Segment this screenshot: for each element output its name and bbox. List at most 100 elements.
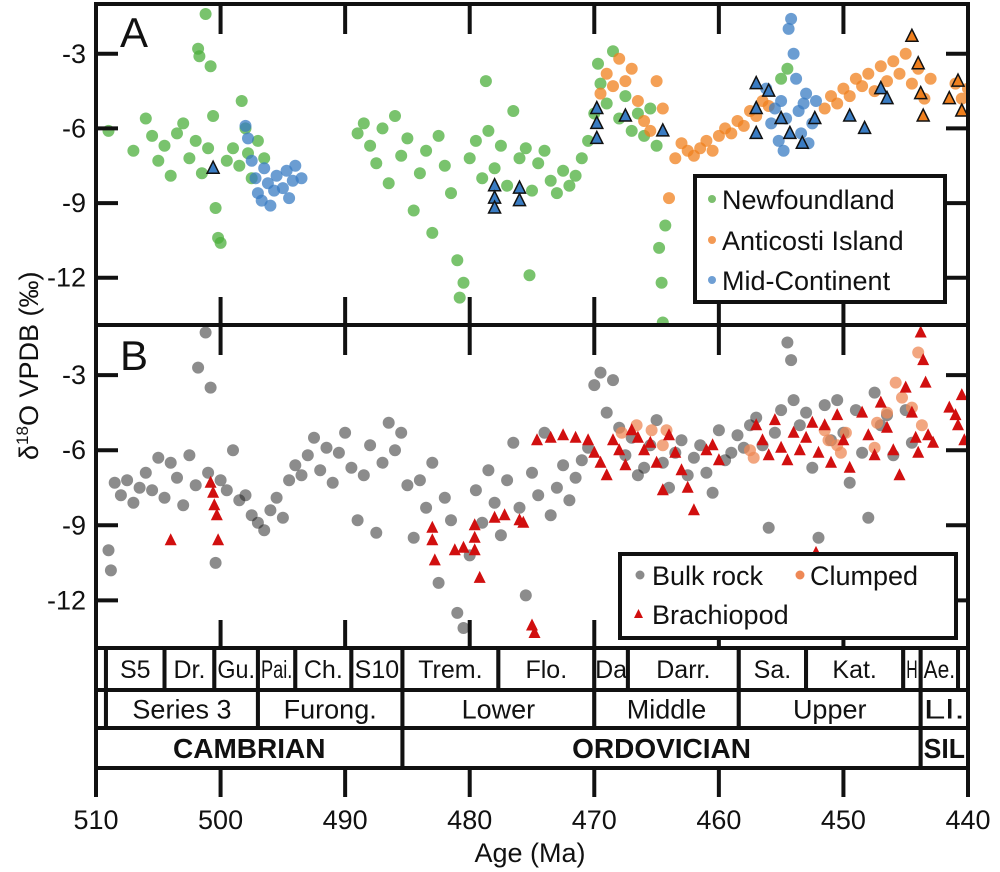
point-bulk-rock [831, 394, 844, 407]
point-bulk-rock [775, 404, 788, 417]
point-bulk-rock [413, 474, 426, 487]
point-newfoundland [451, 254, 464, 267]
point-anticosti-island [638, 115, 651, 127]
point-anticosti-island [737, 119, 750, 132]
point-bulk-rock [351, 514, 364, 527]
point-newfoundland [501, 179, 514, 192]
point-bulk-rock [376, 456, 389, 469]
strat-cell-stages [162, 646, 217, 692]
point-bulk-rock [227, 444, 239, 457]
point-bulk-rock [389, 444, 401, 457]
point-triangle [589, 99, 605, 115]
point-brachiopod [600, 468, 613, 481]
point-brachiopod [644, 435, 657, 448]
point-bulk-rock [133, 481, 146, 494]
point-clumped [889, 376, 902, 389]
strat-label-series: Upper [793, 695, 867, 725]
legend-marker-newfoundland [708, 195, 716, 203]
legend-marker-brachiopod [634, 609, 643, 618]
point-anticosti-island [607, 80, 619, 93]
point-bulk-rock [768, 426, 781, 439]
y-tick-label: -9 [62, 510, 86, 540]
point-triangle [954, 102, 968, 117]
point-clumped [834, 446, 847, 459]
point-newfoundland [457, 276, 470, 289]
y-tick-label: -12 [47, 263, 86, 293]
point-newfoundland [183, 152, 196, 165]
point-brachiopod [905, 405, 918, 418]
point-newfoundland [389, 110, 401, 122]
point-mid-continent [295, 172, 308, 185]
strat-label-stages: Kat. [832, 656, 876, 684]
point-newfoundland [619, 90, 632, 103]
panel-a-letter: A [120, 9, 148, 56]
point-bulk-rock [488, 496, 501, 509]
point-bulk-rock [314, 464, 327, 477]
point-triangle [857, 119, 872, 135]
point-newfoundland [209, 202, 222, 214]
strat-label-stages: Ch. [304, 656, 343, 684]
point-anticosti-island [955, 92, 968, 105]
strat-label-series: Series 3 [132, 695, 231, 725]
point-bulk-rock [199, 326, 212, 339]
point-bulk-rock [326, 476, 339, 489]
strat-cell-stages [400, 646, 501, 692]
point-bulk-rock [276, 511, 289, 524]
point-brachiopod [843, 460, 856, 473]
strat-label-stages: Sa. [754, 656, 792, 684]
point-bulk-rock [457, 622, 470, 634]
point-newfoundland [519, 142, 532, 155]
point-bulk-rock [127, 496, 140, 509]
point-newfoundland [158, 139, 171, 152]
point-brachiopod [927, 435, 940, 448]
point-anticosti-island [663, 192, 675, 205]
legend-panel-b: Bulk rock Clumped Brachiopod [618, 552, 958, 640]
point-triangle [913, 84, 928, 100]
point-newfoundland [413, 167, 426, 180]
point-newfoundland [227, 142, 239, 155]
point-newfoundland [523, 269, 536, 282]
point-brachiopod [457, 540, 470, 553]
point-bulk-rock [550, 481, 563, 494]
point-clumped [896, 391, 908, 404]
point-triangle [512, 191, 527, 207]
point-triangle [950, 72, 966, 87]
x-tick-label: 470 [572, 805, 617, 835]
point-bulk-rock [258, 524, 271, 537]
point-newfoundland [656, 316, 669, 325]
point-newfoundland [193, 50, 206, 63]
point-brachiopod [750, 418, 763, 431]
legend-marker-anticosti [708, 236, 716, 244]
point-newfoundland [550, 187, 563, 200]
point-newfoundland [202, 142, 215, 155]
point-newfoundland [445, 187, 457, 200]
point-clumped [747, 451, 760, 464]
point-mid-continent [242, 132, 254, 145]
point-bulk-rock [177, 499, 190, 512]
x-axis: 510 500 490 480 470 460 450 440 [73, 648, 991, 835]
point-bulk-rock [675, 434, 688, 447]
point-brachiopod [909, 430, 922, 443]
point-newfoundland [139, 112, 152, 125]
point-brachiopod [768, 413, 781, 426]
point-triangle [487, 177, 502, 192]
point-bulk-rock [108, 476, 121, 489]
point-bulk-rock [239, 489, 252, 502]
point-brachiopod [874, 395, 887, 408]
point-mid-continent [772, 134, 785, 147]
point-brachiopod [762, 448, 775, 461]
x-tick-label: 440 [945, 805, 990, 835]
point-newfoundland [463, 152, 476, 165]
point-brachiopod [517, 515, 530, 528]
point-newfoundland [488, 162, 501, 175]
point-clumped [871, 416, 884, 429]
x-tick-label: 480 [447, 805, 492, 835]
point-mid-continent [276, 182, 289, 195]
point-newfoundland [199, 8, 212, 20]
point-bulk-rock [501, 474, 514, 487]
point-bulk-rock [104, 564, 117, 577]
point-newfoundland [625, 124, 638, 137]
legend-label-mid-continent: Mid-Continent [722, 266, 891, 296]
point-newfoundland [569, 169, 582, 182]
